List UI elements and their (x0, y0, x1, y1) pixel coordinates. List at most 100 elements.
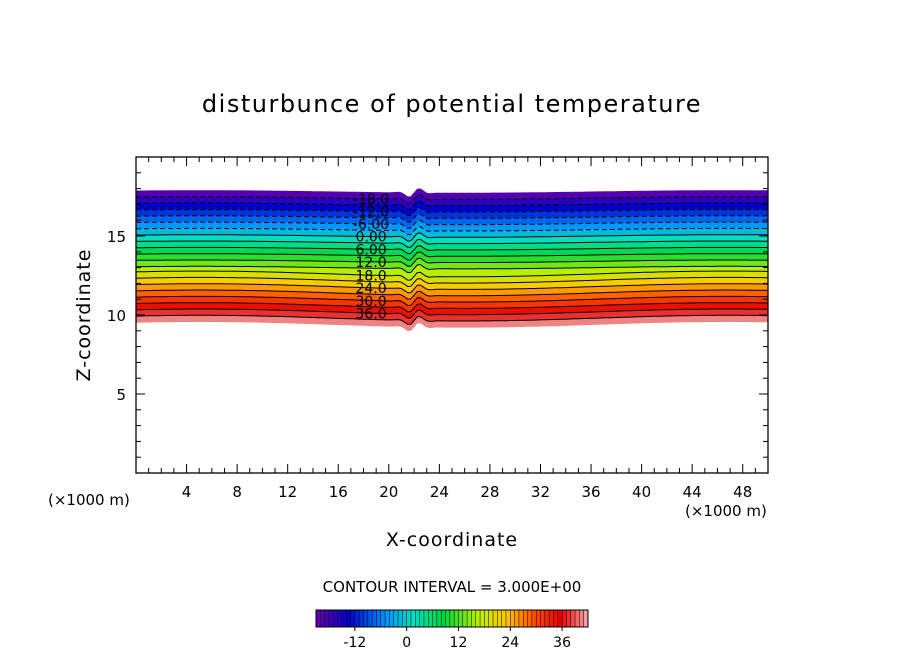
contour-lines (135, 194, 769, 325)
contour-line (136, 232, 768, 242)
contour-line (135, 295, 769, 307)
colorbar-swatch (471, 610, 477, 627)
contour-line (136, 200, 768, 211)
x-tick-label: 48 (733, 483, 752, 501)
contour-line (135, 257, 769, 267)
colorbar-swatch (367, 610, 373, 627)
colorbar-swatch (505, 610, 511, 627)
x-tick-label: 32 (531, 483, 550, 501)
contour-line (136, 238, 768, 248)
x-axis-label: X-coordinate (386, 529, 518, 551)
colorbar-swatch (380, 610, 386, 627)
colorbar-swatch (445, 610, 451, 627)
contour-label: -12.0 (353, 204, 389, 220)
colorbar-swatch (398, 610, 403, 627)
contour-label: 6.00 (356, 242, 387, 258)
colorbar-swatch (363, 610, 369, 627)
colorbar-swatch (514, 610, 520, 627)
contour-line (136, 213, 768, 223)
colorbar-swatch (523, 610, 528, 627)
colorbar-swatch (566, 610, 572, 627)
x-tick-label: 20 (379, 483, 398, 501)
x-tick-label: 16 (329, 483, 348, 501)
colorbar-swatch (579, 610, 584, 627)
x-unit-label-left: (×1000 m) (48, 491, 130, 509)
colorbar-swatch (428, 610, 433, 627)
colorbar-swatch (354, 610, 360, 627)
colorbar-swatch (316, 610, 321, 627)
contour-line (135, 276, 768, 288)
colorbar-swatch (324, 610, 330, 627)
colorbar-swatch (510, 610, 515, 627)
colorbar-swatch (557, 610, 563, 627)
colorbar-swatch (406, 610, 412, 627)
contour-label: 0.00 (356, 230, 387, 246)
contour-line (135, 270, 768, 281)
contour-line (136, 245, 768, 255)
colorbar-swatch (449, 610, 455, 627)
x-tick-label: 24 (430, 483, 449, 501)
colorbar-swatch (575, 610, 580, 627)
colorbar-swatch (376, 610, 382, 627)
contour-fill-bands (135, 188, 769, 332)
contour-label: -18.0 (353, 192, 389, 208)
contour-line (135, 219, 768, 229)
colorbar-tick-label: 36 (553, 635, 571, 651)
colorbar-swatch (484, 610, 489, 627)
colorbar-swatch (467, 610, 472, 627)
contour-line (136, 289, 769, 300)
colorbar-swatch (393, 610, 399, 627)
colorbar-swatch (462, 610, 468, 627)
colorbar-swatch (337, 610, 343, 627)
contour-label: 24.0 (356, 281, 387, 297)
colorbar-tick-labels: -12 0 12 24 36 (343, 627, 571, 651)
colorbar-swatch (346, 610, 351, 627)
colorbar-swatch (372, 610, 377, 627)
colorbar-tick-label: 24 (501, 635, 519, 651)
contour-line (135, 302, 768, 313)
y-tick-labels: 5 10 15 (107, 228, 126, 404)
colorbar-swatch (441, 610, 446, 627)
chart-title: disturbunce of potential temperature (202, 90, 702, 118)
y-tick-label: 10 (107, 307, 126, 325)
contour-line (135, 283, 768, 294)
colorbar-swatch (493, 610, 498, 627)
contour-label: -6.00 (353, 217, 389, 233)
colorbar-swatch (531, 610, 537, 627)
contour-line (135, 314, 768, 325)
contour-label: 30.0 (356, 294, 387, 310)
colorbar-tick-label: 12 (450, 635, 468, 651)
colorbar-tick-label: 0 (402, 635, 411, 651)
x-unit-label-right: (×1000 m) (685, 502, 767, 520)
colorbar-swatch (385, 610, 390, 627)
colorbar-swatch (549, 610, 554, 627)
x-tick-label: 36 (581, 483, 600, 501)
colorbar-swatch (583, 610, 589, 627)
x-tick-label: 4 (182, 483, 192, 501)
y-axis-label: Z-coordinate (73, 249, 95, 382)
colorbar-swatch (536, 610, 541, 627)
colorbar-swatch (415, 610, 420, 627)
y-tick-label: 15 (107, 228, 126, 246)
colorbar-swatch (402, 610, 407, 627)
colorbar-swatch (436, 610, 442, 627)
contour-label: 18.0 (356, 269, 387, 285)
axis-ticks (136, 157, 768, 473)
colorbar-swatch (553, 610, 559, 627)
contour-label: 36.0 (356, 306, 387, 322)
colorbar-swatch (544, 610, 550, 627)
contour-labels: -18.0-12.0-6.000.006.0012.018.024.030.03… (353, 192, 389, 323)
colorbar-swatch (333, 610, 338, 627)
colorbar-frame (315, 609, 589, 628)
colorbar-swatch (341, 610, 347, 627)
colorbar-swatch (527, 610, 533, 627)
colorbar (315, 609, 589, 628)
contour-line (135, 308, 768, 319)
contour-line (136, 207, 768, 217)
y-tick-label: 5 (116, 386, 126, 404)
x-tick-label: 40 (632, 483, 651, 501)
x-tick-labels: 4 8 12 16 20 24 28 32 36 40 44 48 (182, 483, 752, 501)
colorbar-swatch (454, 610, 459, 627)
contour-line (136, 264, 768, 274)
contour-interval-text: CONTOUR INTERVAL = 3.000E+00 (323, 578, 582, 596)
